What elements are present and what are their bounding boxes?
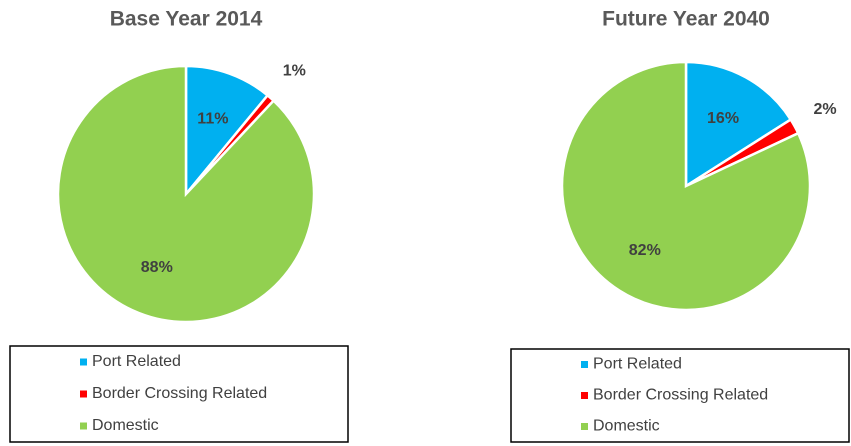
chart-title: Future Year 2040 xyxy=(602,8,770,31)
slice-label: 11% xyxy=(197,111,228,128)
legend-label: Domestic xyxy=(593,418,660,435)
slice-label: 1% xyxy=(283,62,306,79)
legend-box xyxy=(9,345,349,443)
legend-marker xyxy=(80,422,87,430)
legend-label: Port Related xyxy=(593,356,682,373)
pie-slice xyxy=(184,64,270,198)
slice-label: 16% xyxy=(707,110,739,127)
legend-box xyxy=(510,348,850,443)
legend-marker xyxy=(581,392,588,399)
legend-label: Domestic xyxy=(92,417,159,434)
legend-label: Port Related xyxy=(92,353,181,370)
legend-marker xyxy=(581,361,588,368)
legend-marker xyxy=(80,358,87,366)
chart-title: Base Year 2014 xyxy=(110,8,263,31)
legend-marker xyxy=(80,390,87,398)
pie-slice xyxy=(560,60,812,312)
pie-slice xyxy=(56,64,316,324)
legend-marker xyxy=(581,423,588,430)
slice-label: 2% xyxy=(814,101,837,118)
slice-label: 82% xyxy=(629,242,661,259)
slice-label: 88% xyxy=(141,259,173,276)
pie-slice xyxy=(684,60,793,189)
legend-label: Border Crossing Related xyxy=(92,385,267,402)
legend-label: Border Crossing Related xyxy=(593,387,768,404)
